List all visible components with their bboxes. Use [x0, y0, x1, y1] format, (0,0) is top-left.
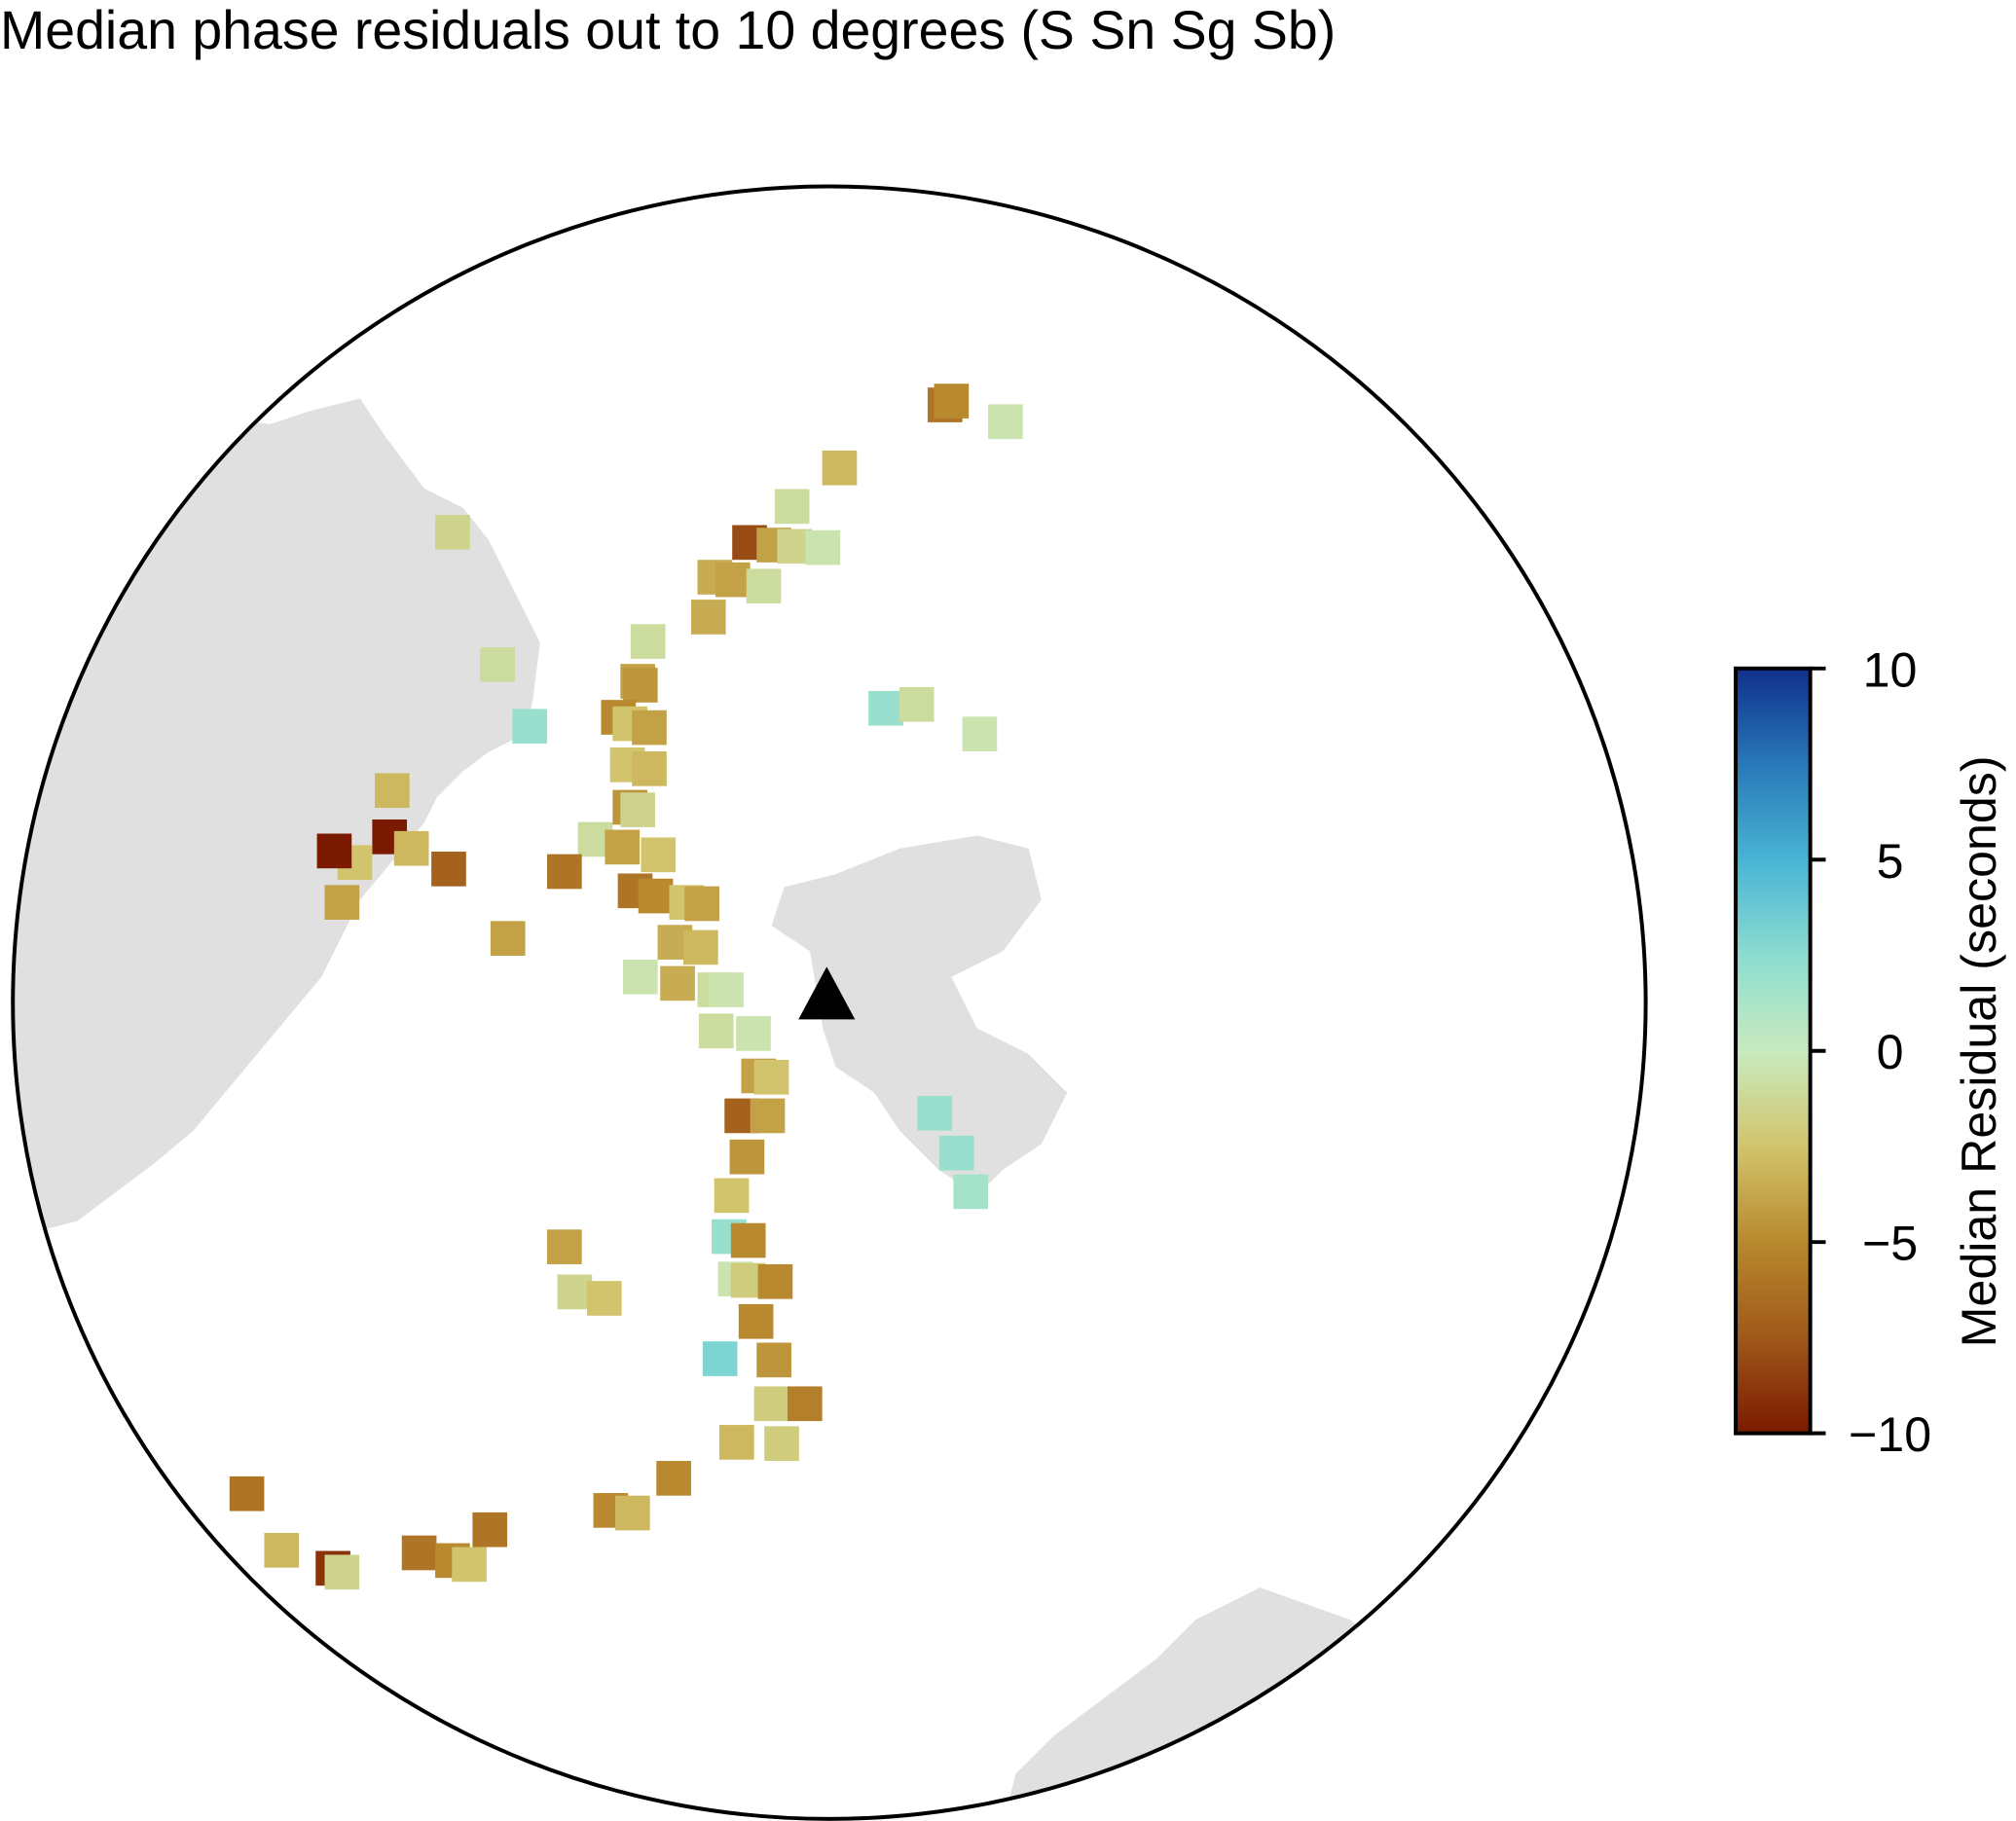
station-residual — [750, 1098, 786, 1134]
station-residual — [431, 852, 466, 887]
colorbar-tick-label: 5 — [1877, 834, 1904, 889]
station-residual — [393, 830, 429, 866]
station-residual — [547, 1229, 582, 1264]
station-residual — [962, 716, 998, 751]
station-residual — [557, 1274, 593, 1310]
station-residual — [472, 1511, 508, 1548]
station-residual — [756, 1342, 791, 1378]
station-residual — [641, 837, 677, 873]
station-residual — [316, 833, 352, 869]
station-residual — [764, 1426, 799, 1462]
station-residual — [401, 1535, 437, 1571]
colorbar-tick-label: −5 — [1862, 1217, 1918, 1271]
station-residual — [953, 1174, 989, 1210]
colorbar-label: Median Residual (seconds) — [1952, 755, 2006, 1347]
station-residual — [753, 1059, 789, 1095]
station-residual — [375, 773, 410, 809]
station-residual — [730, 1222, 766, 1258]
station-residual — [605, 829, 641, 865]
station-residual — [868, 690, 903, 726]
station-residual — [480, 647, 515, 682]
station-residual — [753, 1386, 789, 1422]
station-residual — [898, 686, 935, 722]
station-residual — [622, 959, 658, 995]
station-residual — [988, 404, 1023, 440]
station-residual — [632, 710, 667, 746]
station-triangle — [798, 966, 856, 1020]
station-residual — [709, 972, 745, 1007]
map-boundary — [11, 184, 1648, 1821]
station-residual — [324, 1554, 360, 1590]
colorbar-tick-label: 10 — [1863, 642, 1918, 697]
station-residual — [715, 562, 751, 598]
station-residual — [660, 965, 695, 1002]
station-residual — [452, 1547, 487, 1583]
station-residual — [698, 1013, 734, 1049]
station-residual — [729, 1139, 765, 1175]
station-residual — [805, 529, 841, 565]
station-residual — [746, 568, 782, 604]
station-residual — [702, 1341, 738, 1376]
map-title: Median phase residuals out to 10 degrees… — [0, 0, 1336, 60]
station-residual — [714, 1178, 750, 1214]
station-residual — [615, 1495, 650, 1531]
station-residual — [683, 929, 718, 965]
station-residual — [638, 878, 674, 914]
station-residual — [512, 709, 548, 745]
station-residual — [684, 886, 719, 922]
stations — [229, 383, 1023, 1590]
svalbard — [771, 835, 1068, 1196]
station-residual — [917, 1095, 953, 1131]
station-residual — [435, 514, 470, 550]
station-residual — [822, 450, 858, 486]
station-residual — [632, 750, 667, 786]
station-residual — [736, 1016, 771, 1051]
station-residual — [718, 1425, 754, 1460]
station-residual — [938, 1135, 974, 1171]
station-residual — [264, 1533, 300, 1568]
station-residual — [324, 885, 360, 921]
station-residual — [622, 668, 658, 703]
colorbar — [1734, 666, 1813, 1436]
station-residual — [547, 854, 582, 890]
station-residual — [738, 1303, 774, 1339]
greenland — [13, 385, 540, 1234]
station-residual — [630, 624, 666, 659]
station-residual — [490, 921, 526, 956]
colorbar-tick-label: 0 — [1877, 1025, 1904, 1079]
colorbar-tick-label: −10 — [1849, 1407, 1931, 1462]
station-residual — [787, 1386, 823, 1422]
station-residual — [229, 1475, 265, 1511]
station-residual — [586, 1281, 622, 1316]
station-residual — [656, 1461, 691, 1496]
station-residual — [620, 792, 655, 827]
station-residual — [774, 489, 810, 525]
station-residual — [757, 1263, 793, 1299]
station-residual — [934, 383, 970, 419]
station-residual — [690, 600, 726, 635]
